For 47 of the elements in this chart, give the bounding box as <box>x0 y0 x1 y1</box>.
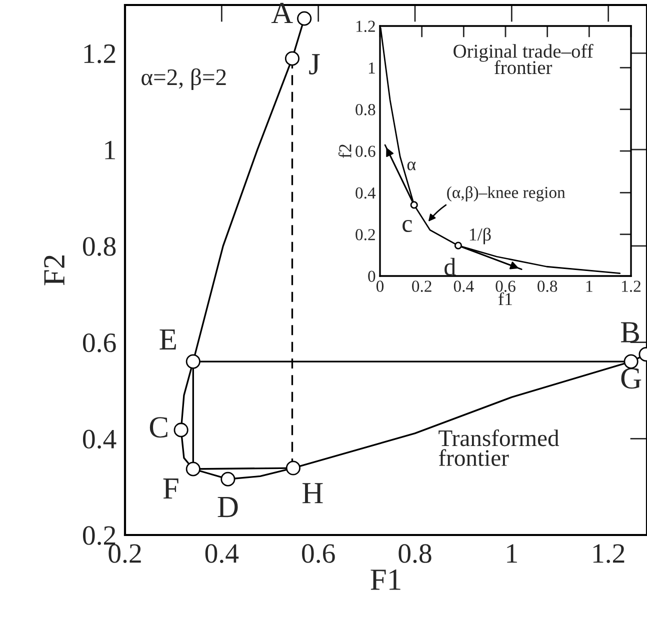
x-tick-label: 0.6 <box>302 544 335 564</box>
x-tick-label: 0.4 <box>205 544 239 564</box>
y-axis-title: f2 <box>338 144 352 158</box>
annotation: α=2, β=2 <box>142 68 226 90</box>
y-tick-label: 1.2 <box>84 44 116 64</box>
annotation: J <box>309 54 320 74</box>
x-axis-title: F1 <box>370 570 400 590</box>
y-tick-label: 1 <box>368 62 375 74</box>
y-tick-label: 0.8 <box>83 237 116 256</box>
annotation: C <box>150 417 168 438</box>
y-axis-title: F2 <box>44 256 64 286</box>
y-tick-label: 1 <box>105 140 115 160</box>
annotation: F <box>163 478 178 499</box>
y-tick-label: 0.6 <box>356 146 376 158</box>
annotation: α <box>407 162 416 170</box>
x-tick-label: 1.2 <box>593 544 624 564</box>
y-tick-label: 0.8 <box>356 104 376 116</box>
x-tick-label: 0.4 <box>454 280 474 292</box>
annotation: d <box>444 258 456 276</box>
annotation: c <box>402 220 412 232</box>
y-tick-label: 0.2 <box>83 526 116 546</box>
annotation: D <box>218 497 238 518</box>
annotation: (α,β)–knee region <box>447 186 566 202</box>
x-tick-label: 1 <box>586 280 592 292</box>
x-tick-label: 1 <box>507 544 517 563</box>
annotation: G <box>621 368 642 389</box>
x-tick-label: 0.8 <box>398 544 432 564</box>
y-tick-label: 0 <box>368 270 376 282</box>
x-tick-label: 1.2 <box>622 280 640 292</box>
x-tick-label: 0.8 <box>538 280 558 292</box>
annotation: H <box>302 483 323 504</box>
x-tick-label: 0.2 <box>412 280 432 292</box>
y-tick-label: 0.4 <box>356 187 376 199</box>
x-tick-label: 0.6 <box>496 280 516 292</box>
x-axis-title: f1 <box>498 292 512 306</box>
annotation: E <box>160 329 176 350</box>
x-tick-label: 0 <box>376 280 384 292</box>
annotation: A <box>271 2 293 24</box>
annotation: B <box>620 322 639 342</box>
y-tick-label: 0.2 <box>356 229 375 240</box>
y-tick-label: 0.6 <box>83 333 116 352</box>
annotation: 1/β <box>470 228 491 244</box>
y-tick-label: 1.2 <box>356 20 375 32</box>
annotation: Original trade–off frontier <box>454 44 594 74</box>
y-tick-label: 0.4 <box>83 430 116 449</box>
x-tick-label: 0.2 <box>108 544 141 564</box>
annotation: Transformed frontier <box>438 429 560 466</box>
